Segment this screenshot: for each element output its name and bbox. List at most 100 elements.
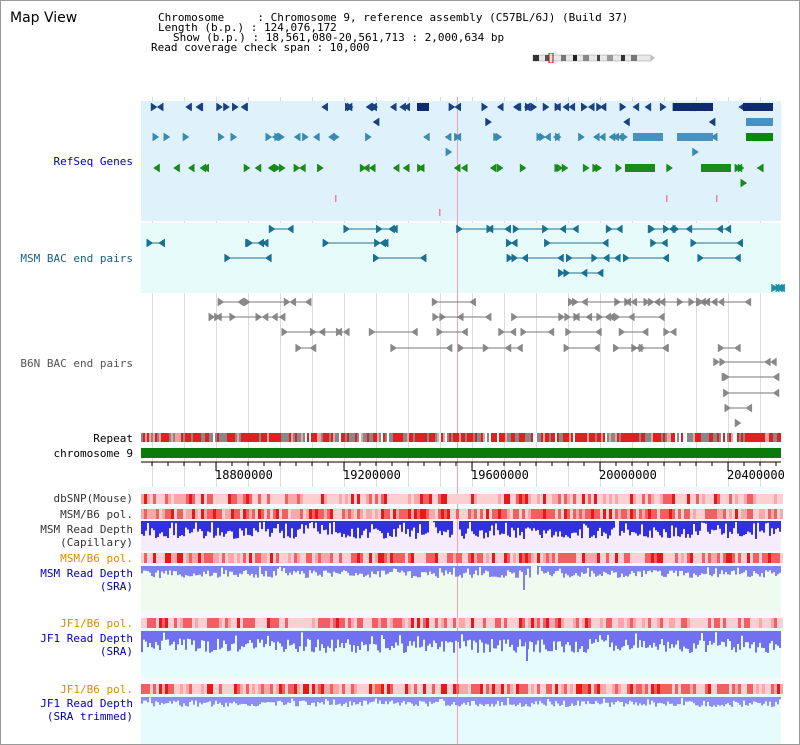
track-label-jf1-b6-pol-2[interactable]: JF1/B6 pol. — [60, 683, 133, 696]
track-label-msm-b6-pol[interactable]: MSM/B6 pol. — [60, 508, 133, 521]
track-label-jf1-b6-pol[interactable]: JF1/B6 pol. — [60, 617, 133, 630]
depth-bar — [457, 631, 459, 642]
depth-bar — [369, 566, 371, 578]
depth-bar — [715, 566, 717, 569]
track-label-b6n-bac[interactable]: B6N BAC end pairs — [20, 357, 133, 370]
heat-cell — [567, 618, 570, 628]
depth-bar — [203, 521, 205, 539]
repeat-segment — [597, 433, 599, 442]
depth-bar — [777, 521, 779, 528]
heat-cell — [705, 494, 708, 504]
heat-cell — [588, 509, 591, 519]
heat-cell — [324, 553, 327, 563]
gene-arrow — [185, 102, 192, 112]
depth-bar — [599, 566, 601, 575]
heat-cell — [186, 494, 189, 504]
repeat-segment — [437, 433, 439, 442]
repeat-segment — [511, 433, 513, 442]
track-label-jf1-depth-sra[interactable]: JF1 Read Depth — [40, 632, 133, 645]
heat-cell — [174, 553, 177, 563]
track-label-dbsnp[interactable]: dbSNP(Mouse) — [53, 492, 133, 505]
depth-bar — [575, 697, 577, 706]
track-label-jf1-depth-trimmed[interactable]: JF1 Read Depth — [40, 697, 133, 710]
heat-cell — [306, 494, 309, 504]
track-label-msm-depth-capillary[interactable]: MSM Read Depth — [40, 523, 133, 536]
gene-arrow — [486, 224, 494, 234]
heat-cell — [654, 618, 657, 628]
depth-bar — [569, 566, 571, 578]
depth-bar — [637, 566, 639, 572]
depth-bar — [601, 631, 603, 640]
depth-bar — [661, 631, 663, 639]
track-label-chromosome[interactable]: chromosome 9 — [53, 447, 133, 460]
track-label-msm-bac[interactable]: MSM BAC end pairs — [20, 252, 133, 265]
repeat-segment — [671, 433, 673, 442]
heat-cell — [447, 553, 450, 563]
repeat-segment — [183, 433, 185, 442]
repeat-segment — [329, 433, 331, 442]
depth-bar — [529, 566, 531, 578]
depth-bar — [275, 566, 277, 576]
repeat-segment — [425, 433, 427, 442]
depth-bar — [263, 521, 265, 522]
track-label-refseq[interactable]: RefSeq Genes — [53, 155, 133, 168]
heat-cell — [207, 509, 210, 519]
depth-bar — [555, 697, 557, 702]
depth-bar — [597, 521, 599, 531]
heat-cell — [630, 553, 633, 563]
heat-cell — [222, 494, 225, 504]
heat-cell — [483, 494, 486, 504]
heat-cell — [405, 553, 408, 563]
depth-bar — [769, 631, 771, 644]
heat-cell — [666, 494, 669, 504]
gene-arrow — [268, 224, 276, 234]
depth-bar — [335, 697, 337, 705]
track-label-repeat[interactable]: Repeat — [93, 432, 133, 445]
heat-cell — [654, 553, 657, 563]
heat-cell — [774, 684, 777, 694]
depth-bar — [389, 521, 391, 536]
heat-cell — [294, 553, 297, 563]
repeat-segment — [249, 433, 251, 442]
heat-cell — [456, 509, 459, 519]
heat-cell — [522, 553, 525, 563]
depth-bar — [551, 566, 553, 577]
depth-bar — [605, 631, 607, 641]
gene-arrow — [295, 343, 303, 353]
heat-cell — [201, 618, 204, 628]
heat-cell — [225, 509, 228, 519]
gene-arrow — [460, 163, 468, 173]
track-label-msm-depth-sra[interactable]: MSM Read Depth — [40, 567, 133, 580]
depth-bar — [543, 697, 545, 705]
repeat-segment — [733, 433, 735, 442]
heat-cell — [408, 494, 411, 504]
heat-cell — [444, 509, 447, 519]
depth-bar — [759, 521, 761, 532]
depth-bar — [541, 566, 543, 572]
heat-cell — [675, 509, 678, 519]
depth-bar — [559, 697, 561, 706]
gene-arrow — [321, 102, 328, 112]
repeat-segment — [449, 433, 451, 442]
heat-cell — [735, 684, 738, 694]
chromosome-ideogram[interactable] — [531, 53, 655, 63]
heat-cell — [702, 618, 705, 628]
heat-cell — [387, 494, 390, 504]
depth-bar — [147, 521, 149, 523]
heat-cell — [240, 553, 243, 563]
depth-bar — [281, 566, 283, 572]
gene-arrow — [230, 132, 238, 142]
heat-cell — [231, 618, 234, 628]
depth-bar — [155, 521, 157, 539]
heat-cell — [468, 553, 471, 563]
heat-cell — [471, 494, 474, 504]
depth-bar — [621, 566, 623, 574]
heat-cell — [678, 684, 681, 694]
depth-bar — [597, 697, 599, 703]
depth-bar — [669, 521, 671, 538]
repeat-segment — [363, 433, 365, 442]
depth-bar — [365, 631, 367, 645]
repeat-segment — [625, 433, 627, 442]
track-label-msm-b6-pol-2[interactable]: MSM/B6 pol. — [60, 552, 133, 565]
